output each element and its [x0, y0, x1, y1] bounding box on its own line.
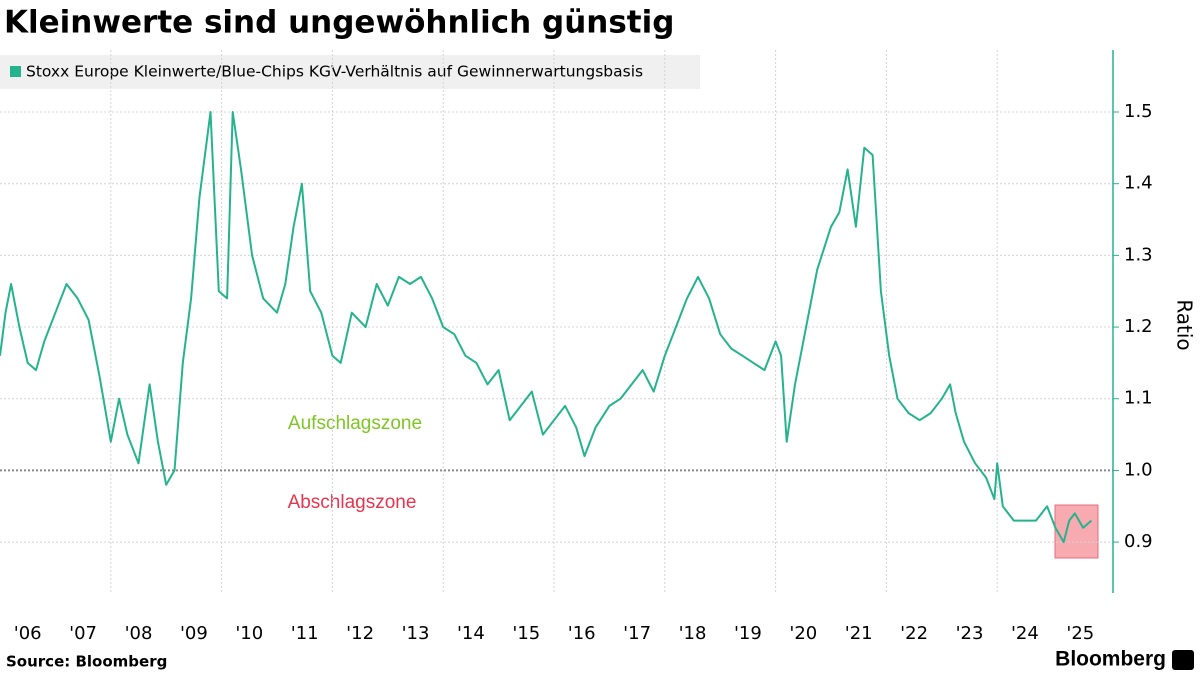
y-tick-label: 1.3: [1124, 244, 1153, 265]
x-tick-label: '11: [291, 623, 319, 644]
x-tick-label: '20: [789, 623, 817, 644]
x-tick-label: '13: [402, 623, 430, 644]
y-tick-label: 0.9: [1124, 531, 1153, 552]
chart-title: Kleinwerte sind ungewöhnlich günstig: [4, 5, 674, 41]
x-tick-label: '18: [679, 623, 707, 644]
x-tick-label: '17: [623, 623, 651, 644]
y-tick-label: 1.1: [1124, 388, 1153, 409]
legend-box: [0, 55, 700, 89]
brand-icon: [1172, 650, 1194, 670]
x-tick-label: '07: [69, 623, 97, 644]
x-tick-label: '15: [512, 623, 540, 644]
x-tick-label: '08: [125, 623, 153, 644]
annotation: Abschlagszone: [288, 492, 417, 513]
x-tick-label: '24: [1011, 623, 1039, 644]
highlight-box: [1054, 504, 1099, 559]
x-tick-label: '23: [956, 623, 984, 644]
y-tick-label: 1.0: [1124, 459, 1153, 480]
line: [0, 111, 1093, 544]
x-tick-label: '19: [734, 623, 762, 644]
legend-swatch: [10, 66, 21, 77]
x-tick-label: '22: [900, 623, 928, 644]
x-tick-label: '21: [845, 623, 873, 644]
y-axis-label: Ratio: [1173, 299, 1197, 350]
y-tick-label: 1.5: [1124, 101, 1153, 122]
x-tick-label: '16: [568, 623, 596, 644]
annotation: Aufschlagszone: [288, 413, 422, 434]
source: Source: Bloomberg: [6, 653, 167, 671]
plot: 0.9 1.0 1.1 1.2 1.3 1.4 1.5 '06 '07 '08 '09 '10 '11 '…: [0, 50, 1153, 644]
x-tick-label: '25: [1066, 623, 1094, 644]
y-tick-label: 1.2: [1124, 316, 1153, 337]
x-tick-label: '10: [235, 623, 263, 644]
legend-label: Stoxx Europe Kleinwerte/Blue-Chips KGV-V…: [26, 63, 643, 81]
brand: Bloomberg: [1055, 648, 1166, 671]
x-tick-label: '09: [180, 623, 208, 644]
x-tick-label: '06: [14, 623, 42, 644]
y-tick-label: 1.4: [1124, 173, 1153, 194]
x-tick-label: '12: [346, 623, 374, 644]
x-tick-label: '14: [457, 623, 485, 644]
